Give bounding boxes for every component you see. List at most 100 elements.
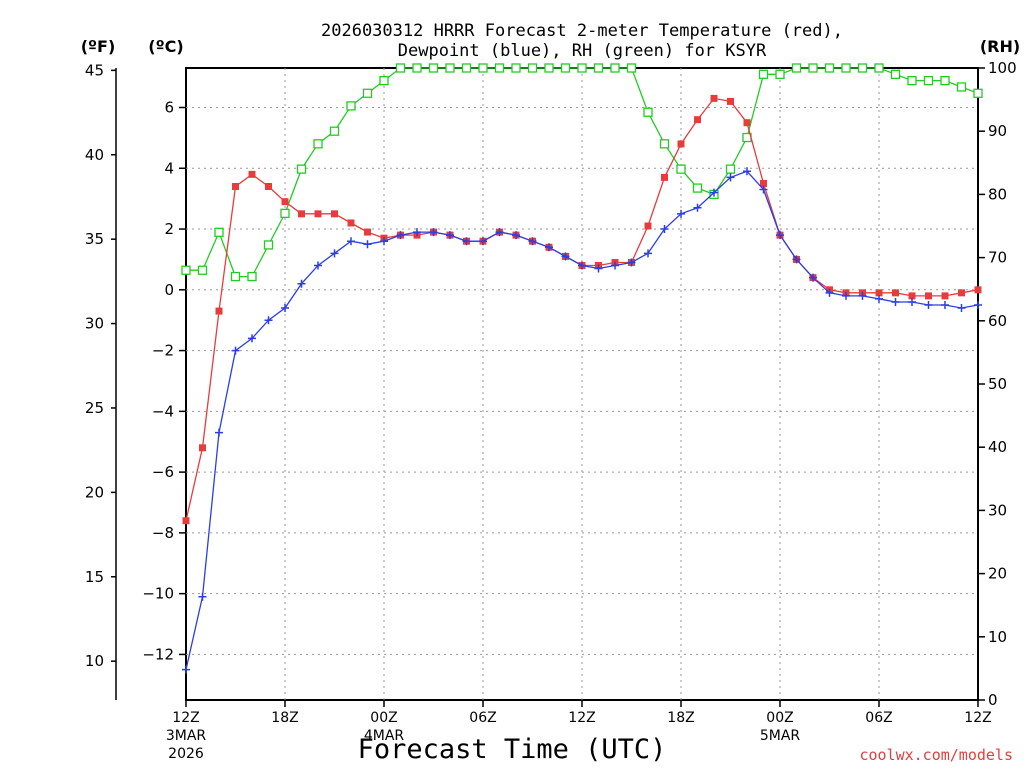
rh-point <box>230 271 241 282</box>
temperature-point <box>710 94 718 102</box>
dewpoint-series <box>182 167 982 674</box>
dewpoint-point <box>875 294 883 303</box>
dewpoint-point <box>248 334 256 343</box>
fahrenheit-tick-label: 20 <box>85 483 104 501</box>
rh-point <box>544 63 554 73</box>
temperature-point <box>281 198 289 206</box>
rh-point <box>329 126 340 136</box>
rh-point <box>956 82 967 92</box>
rh-point <box>379 75 389 86</box>
rh-unit-label: (RH) <box>980 37 1020 56</box>
rh-point <box>857 63 868 73</box>
x-tick-label: 06Z <box>469 710 496 726</box>
dewpoint-point <box>264 316 273 325</box>
rh-point <box>313 139 323 149</box>
fahrenheit-axis: 10 15 20 25 30 35 40 45 <box>85 61 117 700</box>
celsius-tick-label: −10 <box>142 585 174 603</box>
dewpoint-point <box>644 249 652 258</box>
rh-point <box>214 227 224 237</box>
temperature-point <box>727 97 734 105</box>
rh-point <box>692 183 703 193</box>
rh-point <box>791 63 802 73</box>
dewpoint-point <box>297 279 306 288</box>
dewpoint-point <box>545 243 553 252</box>
grid-lines <box>186 68 978 700</box>
rh-point <box>560 63 571 73</box>
rh-point <box>527 63 538 73</box>
rh-point <box>824 63 835 73</box>
rh-tick-label: 40 <box>988 438 1007 456</box>
temperature-point <box>314 210 322 218</box>
rh-point <box>280 208 290 219</box>
rh-point <box>197 265 208 275</box>
chart-title-line2: Dewpoint (blue), RH (green) for KSYR <box>398 41 767 61</box>
dewpoint-point <box>825 288 834 297</box>
dewpoint-point <box>363 240 372 249</box>
rh-point <box>247 271 257 282</box>
fahrenheit-tick-label: 25 <box>85 399 104 417</box>
rh-series <box>181 63 983 282</box>
dewpoint-point <box>528 237 537 246</box>
dewpoint-point <box>215 428 223 437</box>
rh-tick-label: 30 <box>988 501 1007 519</box>
rh-tick-label: 100 <box>988 59 1017 77</box>
dewpoint-point <box>462 237 471 246</box>
temperature-point <box>958 289 965 297</box>
rh-point <box>841 63 851 73</box>
dewpoint-point <box>842 291 850 300</box>
dewpoint-point <box>479 237 487 246</box>
temperature-point <box>677 140 685 148</box>
series-layer <box>181 63 983 674</box>
temperature-point <box>974 286 982 294</box>
temperature-point <box>364 228 371 236</box>
celsius-tick-label: −8 <box>152 524 174 542</box>
temperature-point <box>694 116 701 124</box>
dewpoint-point <box>858 291 867 300</box>
x-axis-label: Forecast Time (UTC) <box>358 734 667 765</box>
rh-tick-label: 10 <box>988 628 1007 646</box>
rh-point <box>626 63 637 73</box>
temperature-point <box>199 444 206 452</box>
fahrenheit-tick-label: 30 <box>85 315 104 333</box>
rh-point <box>263 240 274 250</box>
x-tick-label: 18Z <box>271 710 298 726</box>
temperature-point <box>265 183 272 190</box>
dewpoint-point <box>726 173 735 182</box>
temperature-point <box>892 289 899 297</box>
temperature-point <box>661 173 668 181</box>
x-tick-date-label: 4MAR <box>364 728 405 744</box>
x-tick-date-label: 3MAR <box>166 728 207 744</box>
rh-point <box>395 63 406 73</box>
rh-point <box>428 63 439 73</box>
rh-point <box>808 63 818 73</box>
rh-point <box>940 75 950 86</box>
rh-point <box>923 75 934 86</box>
fahrenheit-tick-label: 15 <box>85 568 104 586</box>
dewpoint-point <box>182 665 190 674</box>
celsius-tick-label: 2 <box>164 220 174 238</box>
dewpoint-point <box>693 203 702 212</box>
dewpoint-point <box>380 237 388 246</box>
dewpoint-point <box>578 261 586 270</box>
temperature-point <box>875 289 883 297</box>
rh-point <box>907 75 917 86</box>
dewpoint-point <box>759 185 768 194</box>
dewpoint-point <box>660 225 669 234</box>
rh-point <box>346 101 356 111</box>
dewpoint-point <box>627 258 636 267</box>
dewpoint-point <box>281 304 289 313</box>
rh-point <box>758 69 769 79</box>
rh-point <box>643 107 653 117</box>
chart-title-line1: 2026030312 HRRR Forecast 2-meter Tempera… <box>321 21 843 41</box>
fahrenheit-tick-label: 10 <box>85 652 104 670</box>
x-tick-label: 12Z <box>568 710 595 726</box>
dewpoint-point <box>974 301 982 309</box>
rh-point <box>511 63 521 73</box>
dewpoint-point <box>743 167 751 176</box>
dewpoint-point <box>512 231 520 240</box>
rh-tick-label: 60 <box>988 312 1007 330</box>
temperature-point <box>331 210 338 218</box>
fahrenheit-tick-label: 35 <box>85 230 104 248</box>
rh-point <box>362 88 373 98</box>
